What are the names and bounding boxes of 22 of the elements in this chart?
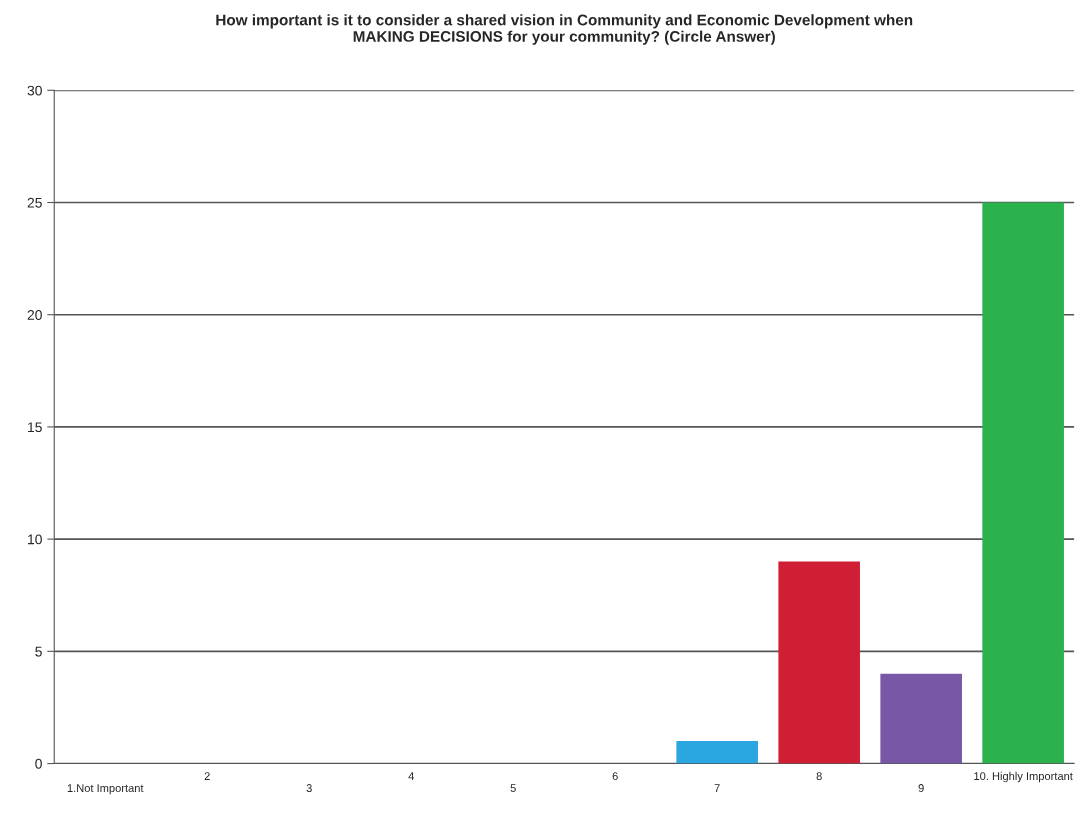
y-tick-label: 20 — [27, 310, 42, 320]
y-tick-label: 10 — [28, 534, 42, 545]
y-tick-label: 0 — [35, 758, 42, 769]
y-tick-label: 15 — [28, 422, 42, 433]
chart-title: How important is it to consider a shared vision in Community and Economic Development when MAKING DECISIONS for your community? (Circle Answer) — [216, 14, 913, 45]
bar — [676, 741, 758, 764]
x-tick-label: 7 — [714, 784, 720, 792]
bar — [982, 202, 1064, 764]
x-tick-label: 10. Highly Important — [974, 771, 1073, 783]
x-tick-label: 4 — [408, 772, 414, 780]
y-tick-label: 5 — [35, 646, 42, 657]
x-tick-label: 6 — [612, 772, 618, 781]
x-tick-label: 8 — [816, 772, 822, 781]
y-tick-label: 25 — [27, 197, 42, 208]
x-tick-label: 2 — [204, 772, 210, 780]
x-tick-label: 9 — [918, 784, 924, 792]
y-tick-label: 30 — [27, 85, 42, 96]
x-tick-label: 5 — [510, 784, 516, 792]
bar — [778, 561, 860, 764]
bar — [880, 673, 962, 764]
x-tick-label: 3 — [306, 784, 312, 792]
x-tick-label: 1.Not Important — [67, 784, 144, 795]
